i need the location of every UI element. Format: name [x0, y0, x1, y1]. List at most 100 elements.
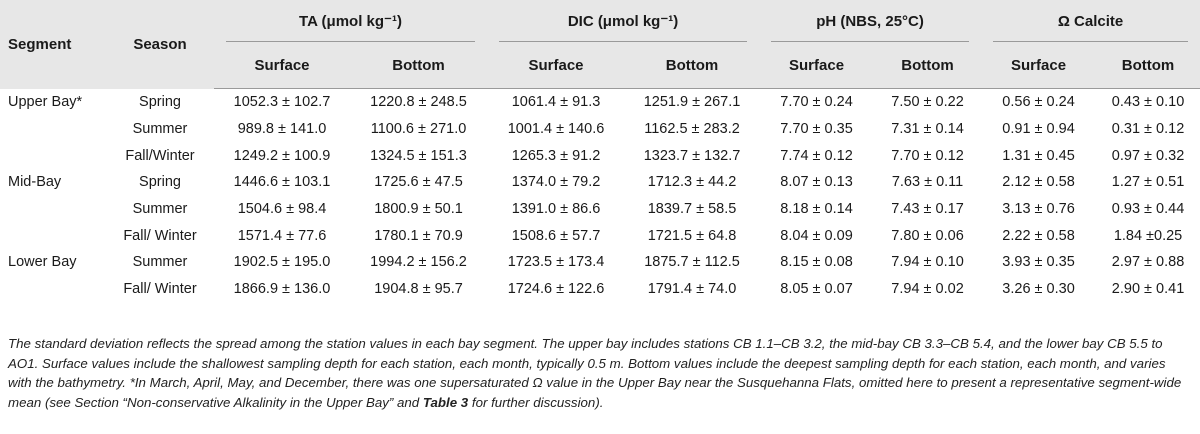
cell-ph-b: 7.94 ± 0.02	[891, 281, 964, 298]
cell-om-b: 0.43 ± 0.10	[1111, 94, 1185, 111]
cell-om-b: 0.31 ± 0.12	[1111, 121, 1185, 138]
cell-ph-s: 8.04 ± 0.09	[780, 227, 853, 244]
cell-om-b: 1.27 ± 0.51	[1111, 174, 1185, 191]
cell-ta-b: 1800.9 ± 50.1	[374, 201, 463, 218]
header-ta-bottom: Bottom	[350, 42, 488, 89]
cell-ta-b: 1904.8 ± 95.7	[374, 281, 463, 298]
header-dic-bottom: Bottom	[625, 42, 760, 89]
footnote-text: The standard deviation reflects the spre…	[8, 336, 1182, 410]
cell-ph-b: 7.63 ± 0.11	[891, 174, 964, 191]
cell-ph-s: 8.07 ± 0.13	[780, 174, 853, 191]
table-row: Mid-Bay Spring 1446.6 ± 103.1 1725.6 ± 47.5…	[0, 169, 1200, 196]
cell-ph-s: 8.05 ± 0.07	[780, 281, 853, 298]
cell-season: Summer	[132, 121, 188, 138]
cell-segment: Upper Bay*	[8, 94, 83, 111]
cell-dic-b: 1162.5 ± 283.2	[644, 121, 740, 138]
cell-season: Summer	[132, 254, 188, 271]
cell-ph-s: 7.74 ± 0.12	[780, 147, 853, 164]
cell-segment: Mid-Bay	[8, 174, 62, 191]
cell-ph-b: 7.31 ± 0.14	[891, 121, 964, 138]
cell-om-s: 3.13 ± 0.76	[1002, 201, 1075, 218]
cell-dic-s: 1724.6 ± 122.6	[507, 281, 605, 298]
cell-om-b: 0.97 ± 0.32	[1111, 147, 1185, 164]
header-ph-surface: Surface	[759, 42, 875, 89]
cell-om-b: 0.93 ± 0.44	[1111, 201, 1185, 218]
cell-season: Fall/ Winter	[123, 227, 197, 244]
table-row: Fall/ Winter 1571.4 ± 77.6 1780.1 ± 70.9 15…	[0, 222, 1200, 249]
header-omega-bottom: Bottom	[1096, 42, 1200, 89]
cell-season: Fall/ Winter	[123, 281, 197, 298]
cell-ph-s: 8.18 ± 0.14	[780, 201, 853, 218]
cell-dic-b: 1721.5 ± 64.8	[647, 227, 737, 244]
cell-dic-b: 1791.4 ± 74.0	[647, 281, 737, 298]
cell-ta-b: 1220.8 ± 248.5	[370, 94, 467, 111]
cell-ta-s: 1504.6 ± 98.4	[237, 201, 327, 218]
cell-segment	[0, 276, 106, 303]
cell-dic-b: 1712.3 ± 44.2	[647, 174, 737, 191]
header-ph: pH (NBS, 25°C)	[759, 0, 982, 42]
cell-season: Spring	[139, 94, 181, 111]
cell-ph-s: 7.70 ± 0.35	[780, 121, 853, 138]
cell-om-s: 2.12 ± 0.58	[1002, 174, 1075, 191]
cell-season: Spring	[139, 174, 181, 191]
table-row: Fall/ Winter 1866.9 ± 136.0 1904.8 ± 95.7 1…	[0, 276, 1200, 303]
cell-ta-s: 1446.6 ± 103.1	[233, 174, 331, 191]
cell-ta-s: 1052.3 ± 102.7	[233, 94, 331, 111]
cell-segment	[0, 142, 106, 169]
table-footnote: The standard deviation reflects the spre…	[8, 334, 1192, 412]
cell-ph-b: 7.94 ± 0.10	[891, 254, 964, 271]
table-body: Upper Bay* Spring 1052.3 ± 102.7 1220.8 ± 2…	[0, 89, 1200, 303]
table-row: Summer 989.8 ± 141.0 1100.6 ± 271.0 1001.4 …	[0, 116, 1200, 143]
cell-season: Summer	[132, 201, 188, 218]
cell-om-s: 2.22 ± 0.58	[1002, 227, 1075, 244]
cell-ta-b: 1994.2 ± 156.2	[370, 254, 467, 271]
header-row-sub: Surface Bottom Surface Bottom Surface Bo…	[0, 42, 1200, 89]
table-row: Fall/Winter 1249.2 ± 100.9 1324.5 ± 151.3 1…	[0, 142, 1200, 169]
cell-dic-b: 1839.7 ± 58.5	[647, 201, 737, 218]
cell-dic-s: 1265.3 ± 91.2	[511, 147, 601, 164]
cell-ta-s: 1902.5 ± 195.0	[233, 254, 331, 271]
cell-dic-b: 1251.9 ± 267.1	[643, 94, 741, 111]
cell-ta-s: 1249.2 ± 100.9	[233, 147, 331, 164]
cell-ta-b: 1324.5 ± 151.3	[370, 147, 467, 164]
header-season: Season	[106, 0, 214, 89]
cell-ph-s: 7.70 ± 0.24	[780, 94, 853, 111]
cell-ph-s: 8.15 ± 0.08	[780, 254, 853, 271]
cell-om-b: 1.84 ±0.25	[1113, 227, 1183, 244]
cell-ph-b: 7.80 ± 0.06	[891, 227, 964, 244]
header-ph-bottom: Bottom	[874, 42, 982, 89]
cell-om-b: 2.90 ± 0.41	[1111, 281, 1185, 298]
cell-dic-s: 1374.0 ± 79.2	[511, 174, 601, 191]
cell-dic-b: 1875.7 ± 112.5	[644, 254, 740, 271]
header-ta-surface: Surface	[214, 42, 350, 89]
cell-om-b: 2.97 ± 0.88	[1111, 254, 1185, 271]
cell-dic-s: 1508.6 ± 57.7	[511, 227, 601, 244]
cell-ta-s: 1866.9 ± 136.0	[233, 281, 331, 298]
footnote-text-end: for further discussion).	[468, 394, 604, 410]
cell-ph-b: 7.70 ± 0.12	[891, 147, 964, 164]
cell-segment	[0, 196, 106, 223]
cell-ph-b: 7.50 ± 0.22	[891, 94, 964, 111]
header-omega-surface: Surface	[981, 42, 1097, 89]
cell-dic-s: 1391.0 ± 86.6	[511, 201, 601, 218]
cell-ta-s: 989.8 ± 141.0	[237, 121, 327, 138]
cell-ta-b: 1780.1 ± 70.9	[374, 227, 463, 244]
cell-season: Fall/Winter	[125, 147, 195, 164]
header-dic-surface: Surface	[487, 42, 626, 89]
footnote-table-ref: Table 3	[422, 394, 469, 410]
table-row: Lower Bay Summer 1902.5 ± 195.0 1994.2 ± 15…	[0, 249, 1200, 276]
cell-om-s: 3.26 ± 0.30	[1002, 281, 1075, 298]
cell-ta-b: 1100.6 ± 271.0	[370, 121, 467, 138]
cell-ta-s: 1571.4 ± 77.6	[237, 227, 327, 244]
cell-dic-s: 1061.4 ± 91.3	[511, 94, 601, 111]
cell-om-s: 3.93 ± 0.35	[1002, 254, 1075, 271]
cell-ph-b: 7.43 ± 0.17	[891, 201, 964, 218]
cell-om-s: 0.91 ± 0.94	[1002, 121, 1075, 138]
header-omega: Ω Calcite	[981, 0, 1200, 42]
cell-dic-b: 1323.7 ± 132.7	[643, 147, 741, 164]
header-row-top: Segment Season TA (μmol kg⁻¹) DIC (μmol …	[0, 0, 1200, 89]
cell-dic-s: 1001.4 ± 140.6	[507, 121, 605, 138]
data-table: Segment Season TA (μmol kg⁻¹) DIC (μmol …	[0, 0, 1200, 303]
header-segment: Segment	[0, 0, 106, 89]
